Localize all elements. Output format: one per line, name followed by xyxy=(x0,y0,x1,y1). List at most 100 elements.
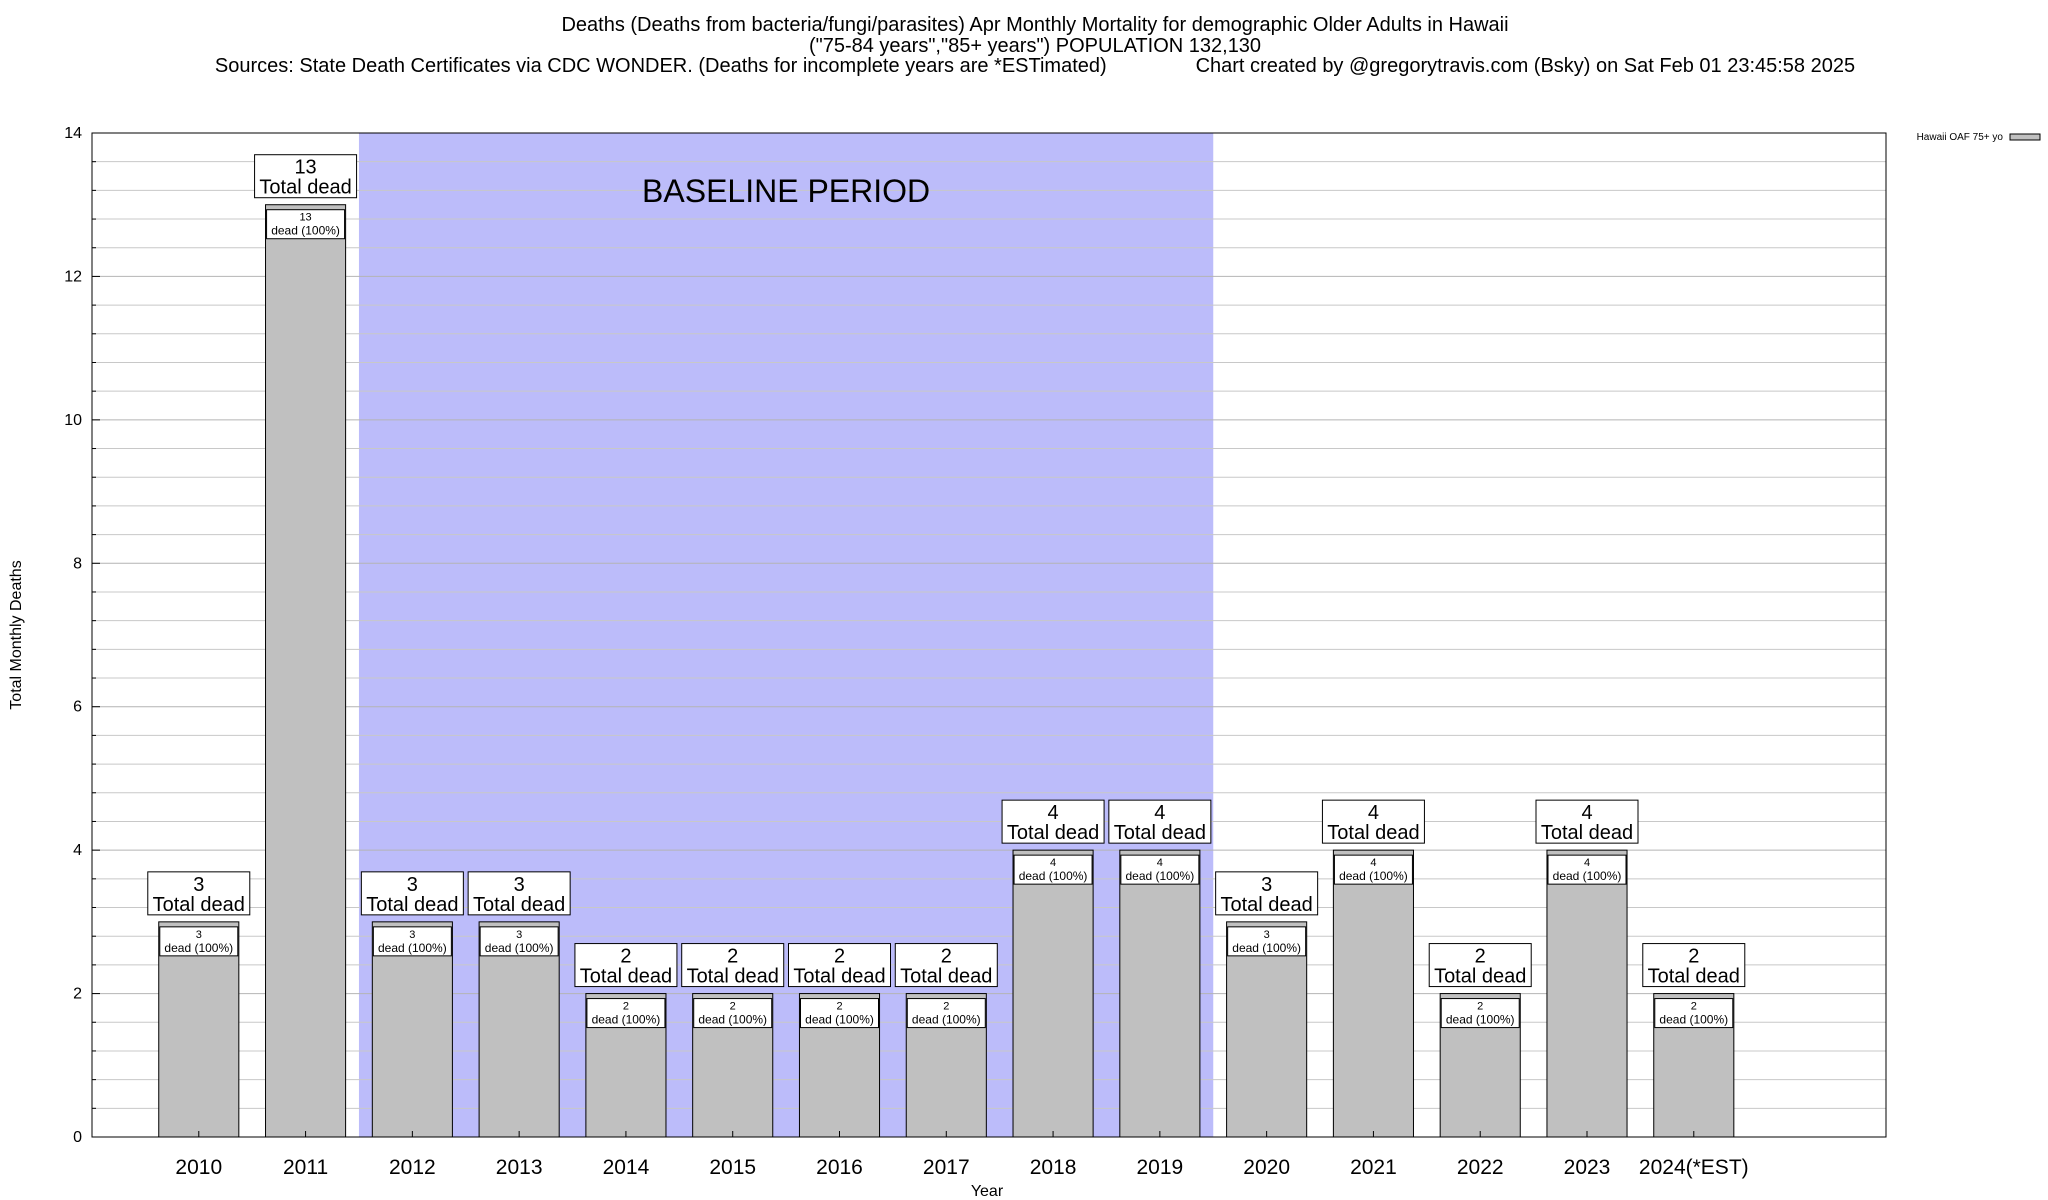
x-tick-label: 2014 xyxy=(603,1156,650,1179)
y-tick-label: 10 xyxy=(64,412,82,429)
bar-inner-label-box xyxy=(693,998,773,1029)
bar-top-label-box xyxy=(681,943,785,988)
bar-inner-label: dead (100%) xyxy=(1019,869,1088,883)
bar xyxy=(1119,849,1201,1138)
y-tick-label: 2 xyxy=(73,986,82,1003)
bar-top-value: 2 xyxy=(1688,946,1699,968)
bar-top-value: 4 xyxy=(1048,802,1059,824)
bar-inner-value: 3 xyxy=(409,929,415,941)
x-tick-label: 2017 xyxy=(923,1156,970,1179)
x-tick-label: 2020 xyxy=(1243,1156,1290,1179)
x-tick-label: 2024(*EST) xyxy=(1639,1156,1749,1179)
bar-inner-value: 4 xyxy=(1157,857,1163,869)
bar-inner-label-box xyxy=(1654,998,1734,1029)
bar-top-label: Total dead xyxy=(1434,966,1526,988)
bar-inner-label-box xyxy=(586,998,666,1029)
bar-top-value: 3 xyxy=(514,874,525,896)
bar-inner-value: 4 xyxy=(1370,857,1376,869)
bar-inner-value: 3 xyxy=(1264,929,1270,941)
x-tick-label: 2015 xyxy=(709,1156,756,1179)
bar-top-label-box xyxy=(1321,799,1425,844)
bar-top-label-box xyxy=(788,943,891,988)
bar-inner-label: dead (100%) xyxy=(1125,869,1194,883)
bar-inner-value: 2 xyxy=(1691,1001,1697,1013)
bar-inner-label-box xyxy=(372,926,452,957)
bar-inner-label-box xyxy=(1013,854,1093,885)
bar xyxy=(158,921,240,1138)
bar-top-label-box xyxy=(467,871,571,916)
legend-entry: Hawaii OAF 75+ yo xyxy=(1917,132,2004,143)
bar-top-label: Total dead xyxy=(580,966,672,988)
bar-top-label: Total dead xyxy=(1648,966,1740,988)
bar xyxy=(265,204,347,1138)
bar-inner-label: dead (100%) xyxy=(271,224,340,238)
bar-inner-label: dead (100%) xyxy=(485,941,554,955)
bar-top-label: Total dead xyxy=(687,966,779,988)
bar-top-label: Total dead xyxy=(900,966,992,988)
bar-inner-label: dead (100%) xyxy=(1659,1013,1728,1027)
baseline-period-label: BASELINE PERIOD xyxy=(642,173,930,209)
x-tick-label: 2016 xyxy=(816,1156,863,1179)
legend: Hawaii OAF 75+ yo xyxy=(1917,132,2041,143)
bar-top-label-box xyxy=(360,871,464,916)
bar xyxy=(1546,849,1628,1138)
bar-top-label: Total dead xyxy=(259,177,351,199)
x-tick-label: 2023 xyxy=(1564,1156,1611,1179)
x-tick-label: 2011 xyxy=(283,1156,328,1179)
title-line-1: Deaths (Deaths from bacteria/fungi/paras… xyxy=(561,14,1508,36)
bar-top-label: Total dead xyxy=(473,894,565,916)
plot-frame xyxy=(91,132,1887,1138)
title-line-2: ("75-84 years","85+ years") POPULATION 1… xyxy=(809,35,1261,57)
x-axis: 2010 2011 2012 2013 2014 2015 2016 2017 2018 2019… xyxy=(175,1131,1749,1179)
bar-top-label: Total dead xyxy=(1114,822,1206,844)
bar-inner-label-box xyxy=(479,926,559,957)
bar-inner-label: dead (100%) xyxy=(1339,869,1408,883)
bars xyxy=(158,204,1735,1138)
bar-inner-label-box xyxy=(906,998,986,1029)
bar-inner-label: dead (100%) xyxy=(592,1013,661,1027)
bar-top-label: Total dead xyxy=(1007,822,1099,844)
bar-inner-value: 4 xyxy=(1050,857,1056,869)
bar-inner-label: dead (100%) xyxy=(698,1013,767,1027)
x-tick-label: 2010 xyxy=(175,1156,222,1179)
bar-inner-value: 13 xyxy=(299,212,311,224)
bar-inner-label-box xyxy=(1120,854,1200,885)
bar-inner-label-box xyxy=(800,998,879,1029)
bar-top-value: 4 xyxy=(1581,802,1592,824)
bar-top-value: 2 xyxy=(834,946,845,968)
y-tick-label: 0 xyxy=(73,1129,82,1146)
bar-top-label-box xyxy=(254,154,358,199)
bar-top-label: Total dead xyxy=(1327,822,1419,844)
bar-inner-value: 2 xyxy=(623,1001,629,1013)
legend-swatch xyxy=(2009,133,2041,141)
bar xyxy=(1012,849,1094,1138)
bar-top-label-box xyxy=(1535,799,1639,844)
bar-top-label-box xyxy=(147,871,251,916)
bar-inner-label: dead (100%) xyxy=(805,1013,874,1027)
bar-top-label-box xyxy=(1215,871,1319,916)
bar-top-value: 2 xyxy=(941,946,952,968)
bar-inner-label: dead (100%) xyxy=(912,1013,981,1027)
x-tick-label: 2022 xyxy=(1457,1156,1504,1179)
y-axis: 0 2 4 6 8 10 12 14 xyxy=(64,125,100,1146)
bar-inner-value: 2 xyxy=(943,1001,949,1013)
bar-top-label-box xyxy=(1428,943,1532,988)
bar-inner-value: 2 xyxy=(836,1001,842,1013)
bar-inner-label: dead (100%) xyxy=(1553,869,1622,883)
x-tick-label: 2019 xyxy=(1136,1156,1183,1179)
bar-inner-value: 3 xyxy=(516,929,522,941)
bar-top-value: 4 xyxy=(1154,802,1165,824)
bar-inner-label-box xyxy=(1440,998,1520,1029)
x-tick-label: 2012 xyxy=(389,1156,436,1179)
bar-top-value: 13 xyxy=(294,157,316,179)
bar-inner-value: 3 xyxy=(196,929,202,941)
x-axis-label: Year xyxy=(971,1183,1004,1200)
y-tick-label: 8 xyxy=(73,555,82,572)
bar-inner-value: 2 xyxy=(730,1001,736,1013)
bar-top-label: Total dead xyxy=(1541,822,1633,844)
y-tick-label: 4 xyxy=(73,842,82,859)
bar-top-value: 2 xyxy=(1475,946,1486,968)
bar-top-label-box xyxy=(1108,799,1212,844)
